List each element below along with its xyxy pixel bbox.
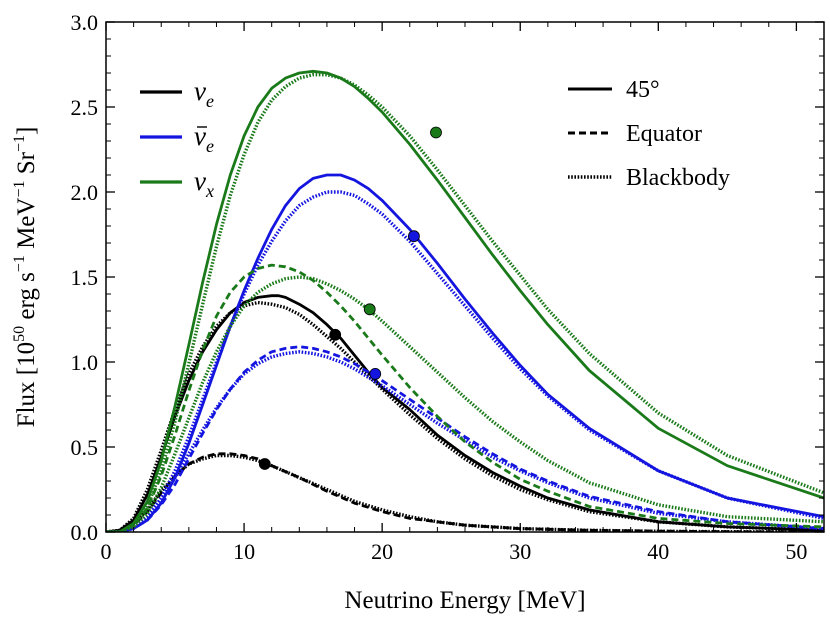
y-tick-label: 1.0 xyxy=(71,350,99,375)
marker-group xyxy=(258,126,442,470)
series-line-nu_e-solid xyxy=(106,294,824,532)
y-label-part: erg s xyxy=(13,272,40,326)
marker-point-nubar_e xyxy=(369,367,382,380)
legend-label-45deg: 45° xyxy=(626,77,660,103)
series-group xyxy=(106,69,824,532)
y-tick-label: 0.5 xyxy=(71,435,99,460)
marker-point-nubar_e xyxy=(408,230,420,243)
y-label-part: Flux [10 xyxy=(13,342,40,427)
y-axis-label: Flux [1050 erg s−1 MeV−1 Sr−1] xyxy=(11,127,40,428)
marker-point-nu_e xyxy=(258,458,271,470)
series-line-nu_e-dotted xyxy=(106,453,824,532)
legend-label-nu_e: νe xyxy=(194,76,214,111)
y-label-exp: 50 xyxy=(11,326,28,342)
marker-point-nu_x xyxy=(363,303,376,316)
series-line-nubar_e-dashed xyxy=(106,345,824,532)
y-tick-label: 2.5 xyxy=(71,95,99,120)
x-tick-label: 10 xyxy=(233,539,255,564)
x-tick-label: 40 xyxy=(647,539,669,564)
y-tick-label: 1.5 xyxy=(71,265,99,290)
legend-label-blackbody: Blackbody xyxy=(626,165,730,191)
y-label-exp: −1 xyxy=(11,181,28,198)
x-tick-label: 20 xyxy=(371,539,393,564)
y-label-part: MeV xyxy=(13,198,40,256)
series-line-nu_x-dotted xyxy=(106,275,824,532)
legend-label-nu_x: νx xyxy=(194,166,214,201)
series-line-nubar_e-solid xyxy=(106,173,824,532)
x-tick-label: 30 xyxy=(509,539,531,564)
legend-label-equator: Equator xyxy=(626,121,702,147)
x-tick-label: 50 xyxy=(785,539,807,564)
y-tick-label: 3.0 xyxy=(71,10,99,35)
series-line-nu_e-dotted xyxy=(106,300,824,532)
marker-point-nu_x xyxy=(430,126,442,139)
series-line-nu_x-dotted xyxy=(106,73,824,532)
series-line-nubar_e-dotted xyxy=(106,190,824,532)
y-label-part: Sr xyxy=(13,151,40,180)
legend-label-nubar_e: νe xyxy=(194,121,214,156)
species-legend: νe νe νx xyxy=(140,76,214,201)
y-label-exp: −1 xyxy=(11,255,28,272)
series-line-nubar_e-dotted xyxy=(106,350,824,532)
y-tick-label: 2.0 xyxy=(71,180,99,205)
x-tick-label: 0 xyxy=(101,539,112,564)
marker-point-nu_e xyxy=(329,328,342,341)
series-line-nu_x-solid xyxy=(106,69,824,532)
y-label-exp: −1 xyxy=(11,135,28,152)
style-legend: 45° Equator Blackbody xyxy=(568,77,730,191)
tick-group: 0 10 20 30 40 50 0.0 0.5 1.0 1.5 2.0 2.5 3.0 xyxy=(71,10,824,564)
x-axis-label: Neutrino Energy [MeV] xyxy=(344,587,585,614)
y-label-part: ] xyxy=(13,127,40,135)
y-tick-label: 0.0 xyxy=(71,520,99,545)
